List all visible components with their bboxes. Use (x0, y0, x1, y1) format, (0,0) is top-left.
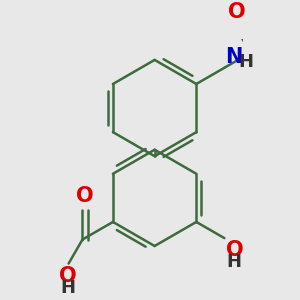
Text: H: H (60, 279, 75, 297)
Text: O: O (229, 2, 246, 22)
Text: H: H (226, 253, 241, 271)
Text: H: H (238, 52, 253, 70)
Text: O: O (76, 186, 94, 206)
Text: N: N (225, 47, 243, 67)
Text: O: O (226, 240, 244, 260)
Text: O: O (59, 266, 76, 286)
